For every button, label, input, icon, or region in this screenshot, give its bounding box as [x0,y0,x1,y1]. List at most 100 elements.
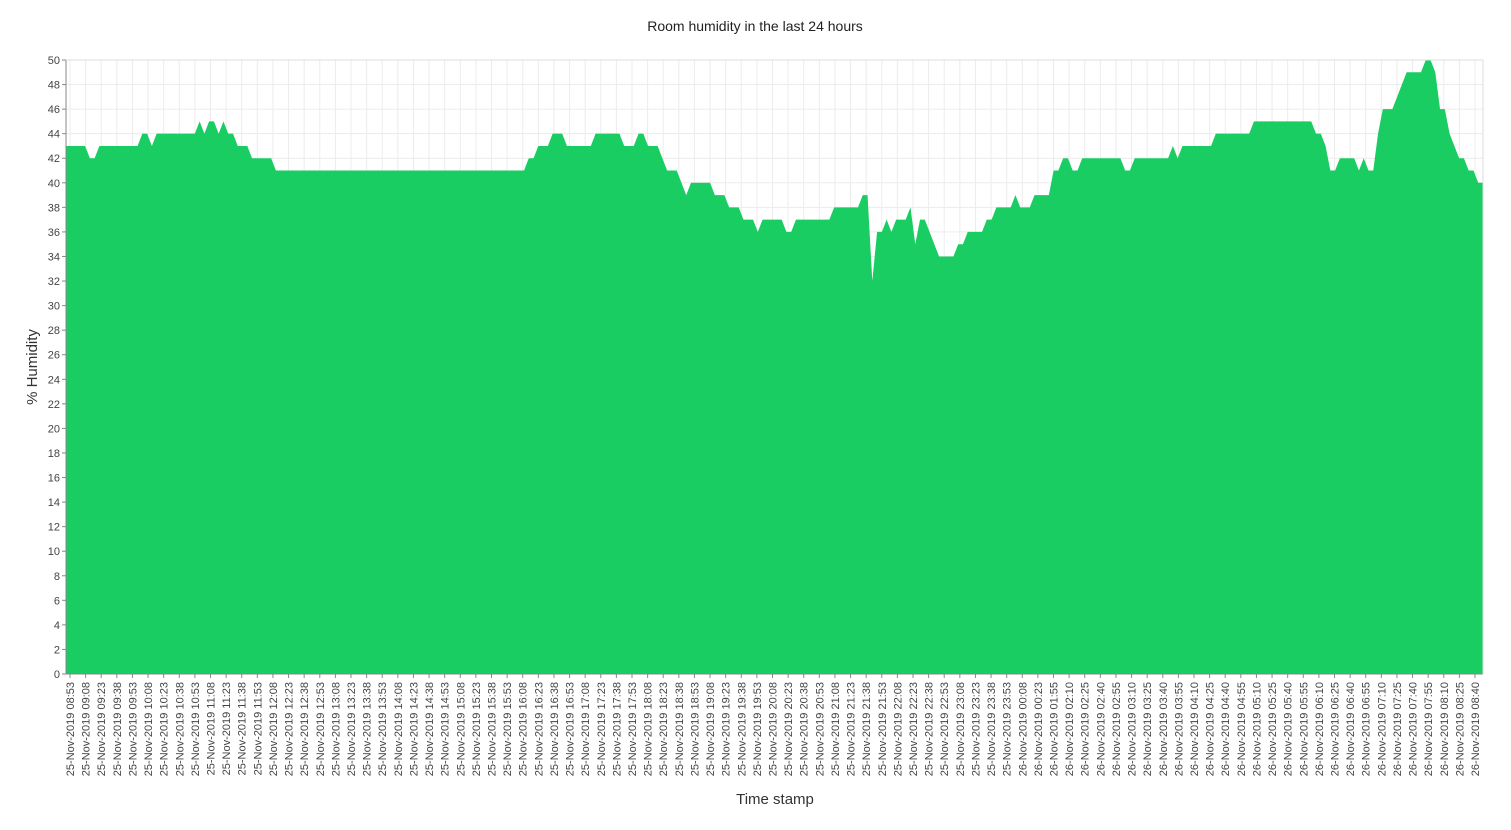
x-tick-label: 25-Nov-2019 12:53 [315,682,327,776]
x-tick-label: 25-Nov-2019 13:53 [377,682,389,776]
x-tick-label: 25-Nov-2019 08:53 [65,682,77,776]
humidity-area-series [66,60,1483,674]
x-tick-label: 25-Nov-2019 21:38 [861,682,873,776]
x-tick-label: 26-Nov-2019 08:25 [1454,682,1466,776]
x-tick-label: 26-Nov-2019 00:08 [1017,682,1029,776]
x-tick-label: 25-Nov-2019 16:53 [565,682,577,776]
y-tick-label: 28 [48,325,60,337]
y-tick-label: 36 [48,227,60,239]
chart-title: Room humidity in the last 24 hours [647,18,863,34]
x-tick-label: 25-Nov-2019 22:38 [924,682,936,776]
x-tick-label: 25-Nov-2019 23:23 [970,682,982,776]
y-tick-label: 24 [48,374,60,386]
y-tick-label: 16 [48,473,60,485]
y-tick-label: 14 [48,497,60,509]
y-tick-label: 12 [48,522,60,534]
x-tick-label: 26-Nov-2019 04:40 [1220,682,1232,776]
y-tick-label: 26 [48,350,60,362]
x-tick-label: 25-Nov-2019 14:53 [440,682,452,776]
x-tick-label: 26-Nov-2019 06:25 [1330,682,1342,776]
x-tick-label: 25-Nov-2019 09:53 [127,682,139,776]
y-tick-label: 38 [48,202,60,214]
x-tick-label: 25-Nov-2019 09:08 [81,682,93,776]
y-tick-label: 18 [48,448,60,460]
x-tick-label: 26-Nov-2019 04:25 [1205,682,1217,776]
x-tick-label: 25-Nov-2019 15:38 [487,682,499,776]
x-tick-label: 26-Nov-2019 06:10 [1314,682,1326,776]
x-tick-label: 26-Nov-2019 05:55 [1298,682,1310,776]
x-tick-label: 25-Nov-2019 13:38 [362,682,374,776]
y-tick-label: 50 [48,55,60,67]
x-tick-label: 25-Nov-2019 19:53 [752,682,764,776]
x-tick-label: 26-Nov-2019 08:10 [1439,682,1451,776]
x-tick-label: 25-Nov-2019 09:23 [96,682,108,776]
x-tick-label: 25-Nov-2019 23:08 [955,682,967,776]
x-tick-label: 25-Nov-2019 17:38 [611,682,623,776]
x-tick-label: 25-Nov-2019 17:08 [580,682,592,776]
y-tick-label: 46 [48,104,60,116]
y-tick-label: 10 [48,546,60,558]
x-tick-label: 25-Nov-2019 19:08 [705,682,717,776]
x-tick-label: 25-Nov-2019 20:23 [783,682,795,776]
x-tick-label: 25-Nov-2019 13:23 [346,682,358,776]
x-tick-label: 25-Nov-2019 10:53 [190,682,202,776]
x-tick-label: 25-Nov-2019 20:38 [799,682,811,776]
y-tick-label: 44 [48,129,60,141]
x-tick-label: 25-Nov-2019 10:38 [174,682,186,776]
x-tick-label: 26-Nov-2019 05:10 [1251,682,1263,776]
x-tick-label: 25-Nov-2019 20:53 [814,682,826,776]
x-axis-label: Time stamp [736,791,814,808]
x-tick-label: 25-Nov-2019 14:23 [408,682,420,776]
x-tick-label: 26-Nov-2019 07:40 [1408,682,1420,776]
y-tick-label: 4 [54,620,60,632]
y-tick-label: 20 [48,423,60,435]
y-tick-label: 0 [54,669,60,681]
x-tick-label: 25-Nov-2019 17:23 [596,682,608,776]
x-tick-label: 26-Nov-2019 00:23 [1033,682,1045,776]
x-tick-label: 25-Nov-2019 10:23 [159,682,171,776]
x-tick-label: 25-Nov-2019 14:08 [393,682,405,776]
x-tick-label: 25-Nov-2019 14:38 [424,682,436,776]
x-tick-label: 26-Nov-2019 02:40 [1095,682,1107,776]
x-tick-label: 26-Nov-2019 04:55 [1236,682,1248,776]
x-tick-label: 25-Nov-2019 15:08 [455,682,467,776]
x-tick-label: 25-Nov-2019 11:53 [252,682,264,775]
y-tick-label: 40 [48,178,60,190]
x-tick-label: 25-Nov-2019 12:38 [299,682,311,776]
x-tick-label: 25-Nov-2019 16:08 [518,682,530,776]
x-tick-label: 25-Nov-2019 12:08 [268,682,280,776]
x-tick-label: 25-Nov-2019 22:53 [939,682,951,776]
x-tick-label: 25-Nov-2019 16:23 [533,682,545,776]
x-tick-label: 26-Nov-2019 05:25 [1267,682,1279,776]
x-tick-label: 25-Nov-2019 23:38 [986,682,998,776]
x-tick-label: 25-Nov-2019 18:23 [658,682,670,776]
y-tick-label: 8 [54,571,60,583]
y-tick-label: 30 [48,301,60,313]
y-tick-label: 42 [48,153,60,165]
x-tick-label: 25-Nov-2019 11:23 [221,682,233,775]
x-tick-label: 26-Nov-2019 01:55 [1049,682,1061,776]
x-tick-label: 25-Nov-2019 21:53 [877,682,889,776]
x-tick-label: 26-Nov-2019 07:10 [1376,682,1388,776]
x-tick-label: 26-Nov-2019 04:10 [1189,682,1201,776]
y-tick-label: 22 [48,399,60,411]
x-tick-label: 26-Nov-2019 03:10 [1127,682,1139,776]
x-tick-label: 25-Nov-2019 19:23 [721,682,733,776]
x-tick-label: 25-Nov-2019 17:53 [627,682,639,776]
x-tick-label: 25-Nov-2019 12:23 [284,682,296,776]
y-tick-label: 32 [48,276,60,288]
x-tick-label: 25-Nov-2019 11:08 [206,682,218,775]
x-tick-label: 26-Nov-2019 02:25 [1080,682,1092,776]
x-tick-label: 26-Nov-2019 07:55 [1423,682,1435,776]
x-tick-label: 26-Nov-2019 03:40 [1158,682,1170,776]
x-tick-label: 25-Nov-2019 15:53 [502,682,514,776]
x-tick-label: 26-Nov-2019 02:10 [1064,682,1076,776]
x-tick-labels: 25-Nov-2019 08:53 25-Nov-2019 09:08 25-Nov… [65,682,1482,776]
axis-layer [62,59,1484,678]
x-tick-label: 25-Nov-2019 19:38 [736,682,748,776]
x-tick-label: 25-Nov-2019 21:23 [846,682,858,776]
x-tick-label: 26-Nov-2019 07:25 [1392,682,1404,776]
x-tick-label: 25-Nov-2019 22:08 [892,682,904,776]
x-tick-label: 26-Nov-2019 03:55 [1173,682,1185,776]
x-tick-label: 25-Nov-2019 15:23 [471,682,483,776]
